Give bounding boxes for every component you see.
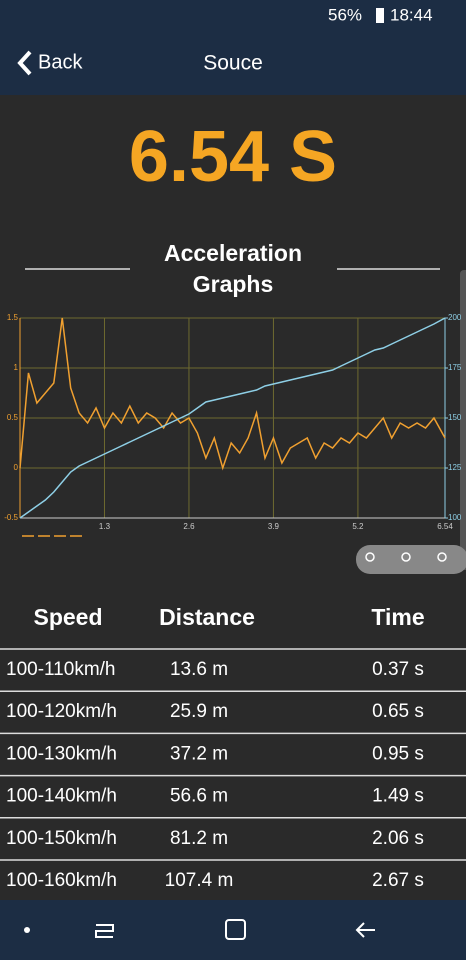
y-tick-label: -0.5 (4, 513, 18, 522)
table-cell: 100-110km/h (6, 659, 116, 680)
section-title: Graphs (193, 271, 274, 297)
table-cell: 107.4 m (165, 870, 234, 891)
table-cell: 100-150km/h (6, 828, 117, 849)
table-header: Time (371, 604, 424, 630)
table-header: Distance (159, 604, 255, 630)
x-tick-label: 3.9 (268, 522, 280, 531)
zoom-in[interactable] (365, 552, 375, 562)
y-tick-label: 0 (14, 463, 19, 472)
nav-back[interactable] (355, 922, 375, 938)
nav-dot[interactable] (24, 927, 30, 933)
table-cell: 0.65 s (372, 701, 424, 722)
table-cell: 1.49 s (372, 786, 424, 807)
section-title: Acceleration (164, 240, 302, 266)
y-tick-label: 1.5 (7, 313, 19, 322)
zoom-controls (356, 545, 466, 574)
table-cell: 0.37 s (372, 659, 424, 680)
y-tick-label: 1 (14, 363, 19, 372)
table-cell: 81.2 m (170, 828, 228, 849)
battery: 56% (328, 5, 362, 24)
scrollbar (460, 270, 466, 570)
table-header: Speed (33, 604, 102, 630)
y2-tick-label: 200 (448, 313, 462, 322)
battery-icon (376, 8, 384, 23)
x-tick-label: 6.54 (437, 522, 453, 531)
top-bar (0, 0, 466, 95)
table-cell: 25.9 m (170, 701, 228, 722)
x-tick-label: 5.2 (352, 522, 364, 531)
table-cell: 56.6 m (170, 786, 228, 807)
y-tick-label: 0.5 (7, 413, 19, 422)
table-cell: 13.6 m (170, 659, 228, 680)
y2-tick-label: 100 (448, 513, 462, 522)
nav-bar (0, 900, 466, 960)
x-tick-label: 1.3 (99, 522, 111, 531)
header-title: Souce (203, 52, 263, 75)
zoom-reset[interactable] (437, 552, 447, 562)
table-cell: 2.67 s (372, 870, 424, 891)
table-cell: 100-120km/h (6, 701, 117, 722)
table-cell: 100-160km/h (6, 870, 117, 891)
nav-home[interactable] (225, 919, 246, 940)
data-line (19, 317, 446, 519)
y2-tick-label: 125 (448, 463, 462, 472)
zoom-out[interactable] (401, 552, 411, 562)
table-cell: 37.2 m (170, 743, 228, 764)
x-tick-label: 2.6 (183, 522, 195, 531)
back-arrow[interactable] (17, 50, 32, 76)
table-cell: 100-130km/h (6, 743, 117, 764)
nav-recent[interactable] (95, 924, 114, 938)
clock: 18:44 (390, 5, 433, 24)
table-cell: 0.95 s (372, 743, 424, 764)
y2-tick-label: 175 (448, 363, 462, 372)
table-cell: 2.06 s (372, 828, 424, 849)
y2-tick-label: 150 (448, 413, 462, 422)
back-button[interactable]: Back (38, 51, 83, 73)
result-time: 6.54 S (129, 117, 337, 197)
data-line (19, 317, 446, 471)
table-cell: 100-140km/h (6, 786, 117, 807)
